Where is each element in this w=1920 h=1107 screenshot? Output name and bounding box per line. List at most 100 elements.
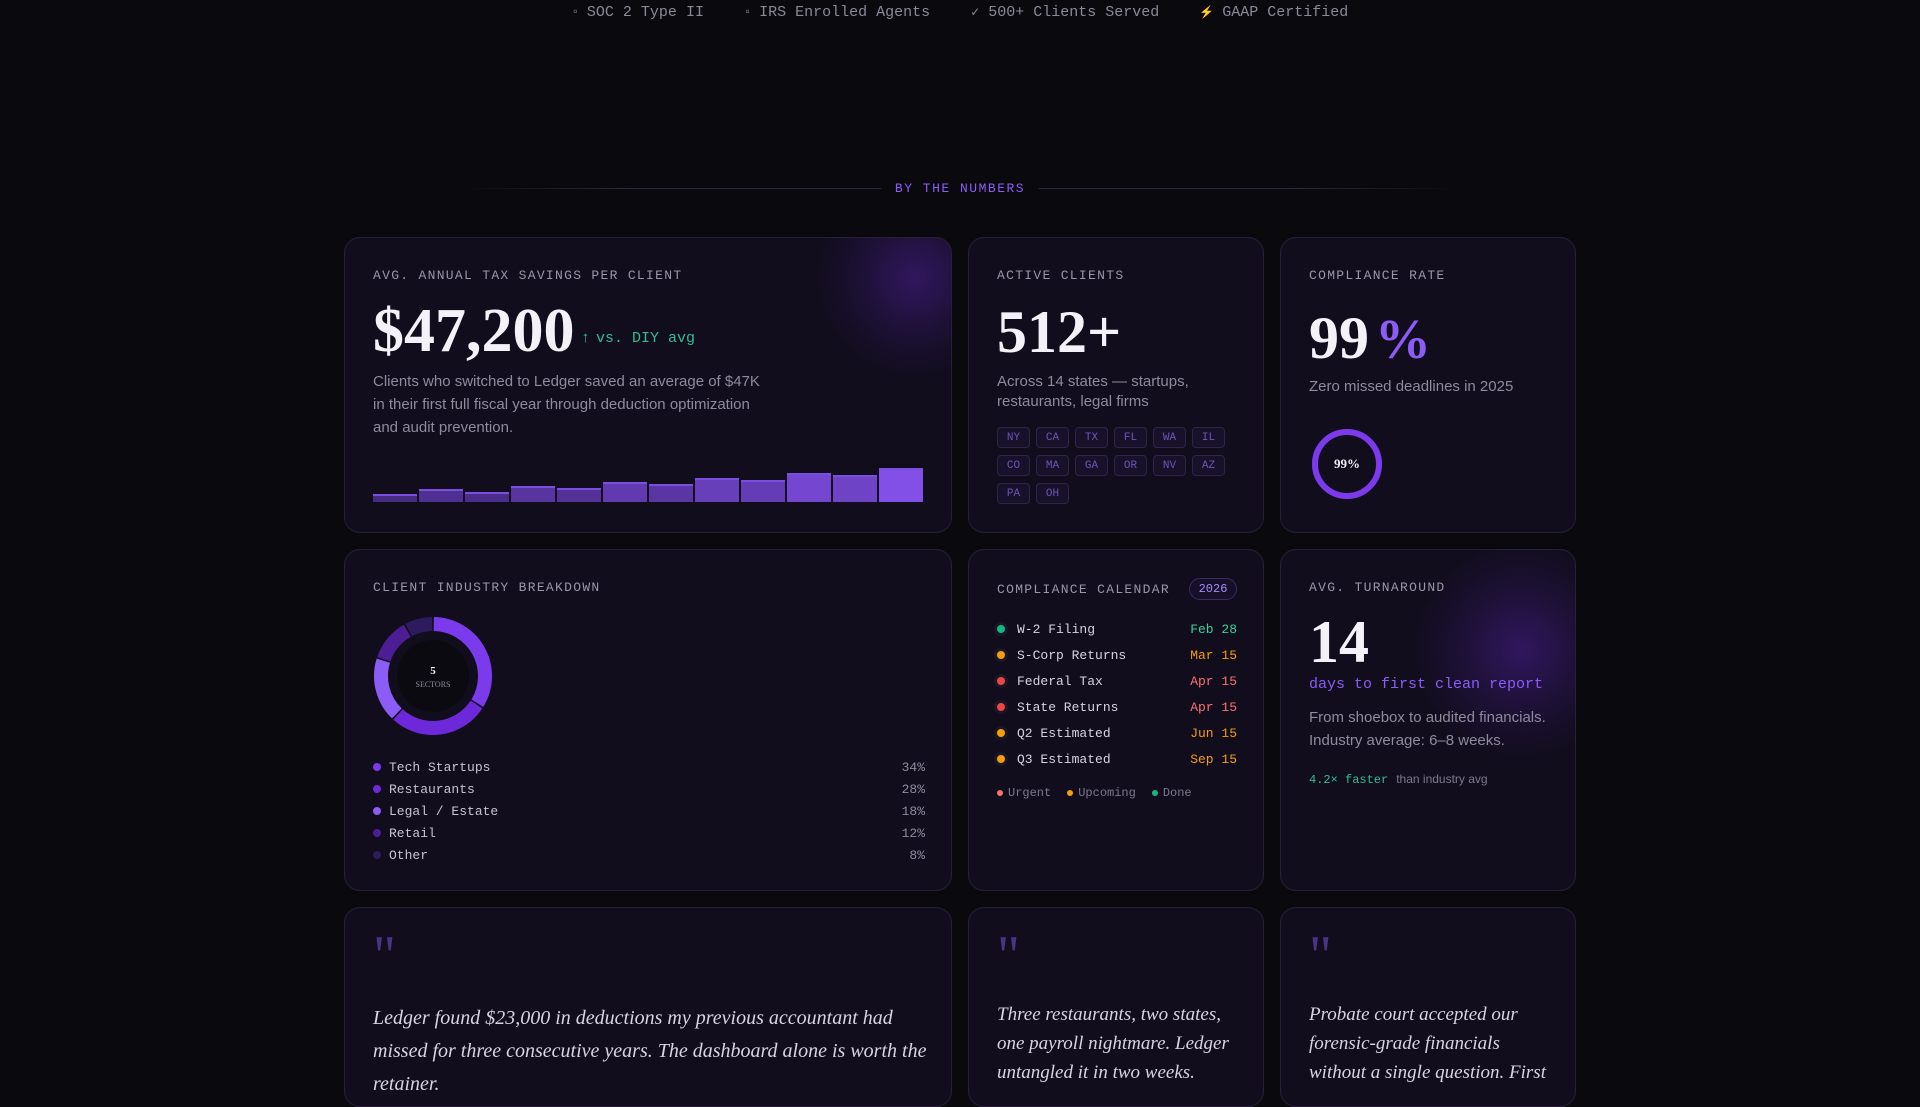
compliance-value: 99 % — [1309, 304, 1431, 373]
quote-icon: " — [997, 925, 1020, 987]
testimonial-text: Three restaurants, two states, one payro… — [997, 1004, 1229, 1083]
status-dot-icon — [997, 729, 1005, 737]
bolt-icon: ⚡ — [1199, 5, 1215, 20]
state-chip: MA — [1036, 455, 1069, 476]
tax-savings-card: AVG. ANNUAL TAX SAVINGS PER CLIENT $47,2… — [344, 237, 952, 533]
deadline-date: Apr 15 — [1190, 673, 1237, 689]
savings-bar — [695, 478, 739, 502]
legend-item: Tech Startups 34% — [373, 756, 925, 778]
state-chip-list: NY CA TX FL WA IL CO MA GA OR NV AZ PA OH — [997, 427, 1237, 504]
status-key: Urgent Upcoming Done — [997, 786, 1192, 800]
state-chip: AZ — [1192, 455, 1225, 476]
legend-dot-icon — [373, 851, 381, 859]
deadline-date: Sep 15 — [1190, 751, 1237, 767]
testimonial-text: Ledger found $23,000 in deductions my pr… — [373, 1007, 927, 1095]
deadline-row: S-Corp Returns Mar 15 — [997, 642, 1237, 668]
card-label: COMPLIANCE RATE — [1309, 268, 1446, 283]
deadline-name: W-2 Filing — [1017, 621, 1096, 637]
deadline-row: Federal Tax Apr 15 — [997, 668, 1237, 694]
divider — [1039, 187, 1460, 189]
state-chip: NY — [997, 427, 1030, 448]
deadline-row: Q3 Estimated Sep 15 — [997, 746, 1237, 772]
trust-label: GAAP Certified — [1222, 3, 1349, 21]
turnaround-description: From shoebox to audited financials. Indu… — [1309, 709, 1546, 749]
legend-item: Retail 12% — [373, 822, 925, 844]
speed-value: 4.2× faster — [1309, 773, 1389, 787]
trust-bar: ▫ SOC 2 Type II ▫ IRS Enrolled Agents ✓ … — [0, 0, 1920, 24]
savings-bar — [419, 489, 463, 502]
compliance-calendar-card: COMPLIANCE CALENDAR 2026 W-2 Filing Feb 2… — [968, 549, 1264, 891]
status-key-item: Upcoming — [1067, 786, 1136, 800]
deadline-date: Apr 15 — [1190, 699, 1237, 715]
state-chip: OR — [1114, 455, 1147, 476]
donut-segment — [393, 700, 483, 735]
legend-label: Other — [389, 847, 429, 863]
speed-text: than industry avg — [1396, 772, 1488, 786]
industry-legend: Tech Startups 34% Restaurants 28% Legal / Es… — [373, 756, 925, 866]
shield-icon: ▫ — [571, 5, 579, 19]
delta-label: vs. DIY avg — [596, 330, 696, 347]
state-chip: PA — [997, 483, 1030, 504]
compliance-description: Zero missed deadlines in 2025 — [1309, 378, 1514, 395]
trust-label: IRS Enrolled Agents — [759, 3, 931, 21]
status-key-item: Urgent — [997, 786, 1051, 800]
legend-value: 12% — [901, 825, 925, 841]
savings-value: $47,200 — [373, 297, 575, 365]
badge-icon: ▫ — [743, 5, 752, 19]
divider — [460, 187, 881, 189]
state-chip: GA — [1075, 455, 1108, 476]
savings-bar — [465, 492, 509, 502]
testimonial-text: Probate court accepted our forensic-grad… — [1309, 1004, 1546, 1083]
savings-bar — [557, 488, 601, 502]
donut-segment — [374, 658, 402, 719]
deadline-date: Jun 15 — [1190, 725, 1237, 741]
compliance-ring: 99% — [1312, 429, 1382, 499]
compliance-number: 99 — [1309, 305, 1369, 371]
key-dot-icon — [1067, 790, 1074, 796]
savings-bar — [511, 486, 555, 502]
donut-segment — [405, 617, 433, 637]
state-chip: NV — [1153, 455, 1186, 476]
clients-value: 512+ — [997, 299, 1122, 365]
card-label: ACTIVE CLIENTS — [997, 268, 1125, 283]
trust-item-irs: ▫ IRS Enrolled Agents — [744, 4, 930, 21]
status-dot-icon — [997, 703, 1005, 711]
ring-label: 99% — [1334, 456, 1360, 471]
deadline-row: State Returns Apr 15 — [997, 694, 1237, 720]
testimonial-card: " Probate court accepted our forensic-gr… — [1280, 907, 1576, 1107]
key-dot-icon — [1151, 790, 1158, 796]
section-header: BY THE NUMBERS — [460, 178, 1460, 198]
legend-label: Legal / Estate — [389, 803, 499, 819]
state-chip: CA — [1036, 427, 1069, 448]
card-label: AVG. TURNAROUND — [1309, 580, 1446, 595]
legend-value: 18% — [901, 803, 925, 819]
state-chip: OH — [1036, 483, 1069, 504]
key-label: Upcoming — [1078, 786, 1136, 800]
trust-item-gaap: ⚡ GAAP Certified — [1199, 4, 1348, 21]
legend-dot-icon — [373, 829, 381, 837]
clients-description: Across 14 states — startups, restaurants… — [997, 373, 1189, 410]
deadline-row: W-2 Filing Feb 28 — [997, 616, 1237, 642]
legend-value: 28% — [901, 781, 925, 797]
turnaround-subtitle: days to first clean report — [1309, 676, 1544, 693]
status-key-item: Done — [1151, 786, 1192, 800]
deadline-list: W-2 Filing Feb 28 S-Corp Returns Mar 15 Fede… — [997, 616, 1237, 772]
deadline-name: Q3 Estimated — [1017, 751, 1111, 767]
legend-label: Retail — [389, 825, 436, 841]
deadline-row: Q2 Estimated Jun 15 — [997, 720, 1237, 746]
donut-segment — [377, 624, 412, 662]
savings-bar — [649, 484, 693, 502]
trust-item-clients: ✓ 500+ Clients Served — [970, 4, 1159, 21]
state-chip: CO — [997, 455, 1030, 476]
legend-value: 8% — [909, 847, 925, 863]
savings-bar — [741, 480, 785, 502]
legend-label: Restaurants — [389, 781, 475, 797]
legend-label: Tech Startups — [389, 759, 491, 775]
status-dot-icon — [997, 677, 1005, 685]
donut-segment — [433, 617, 492, 707]
status-dot-icon — [997, 625, 1005, 633]
testimonial-card: " Ledger found $23,000 in deductions my … — [344, 907, 952, 1107]
legend-item: Restaurants 28% — [373, 778, 925, 800]
quote-icon: " — [373, 925, 396, 987]
card-label: CLIENT INDUSTRY BREAKDOWN — [373, 580, 601, 595]
